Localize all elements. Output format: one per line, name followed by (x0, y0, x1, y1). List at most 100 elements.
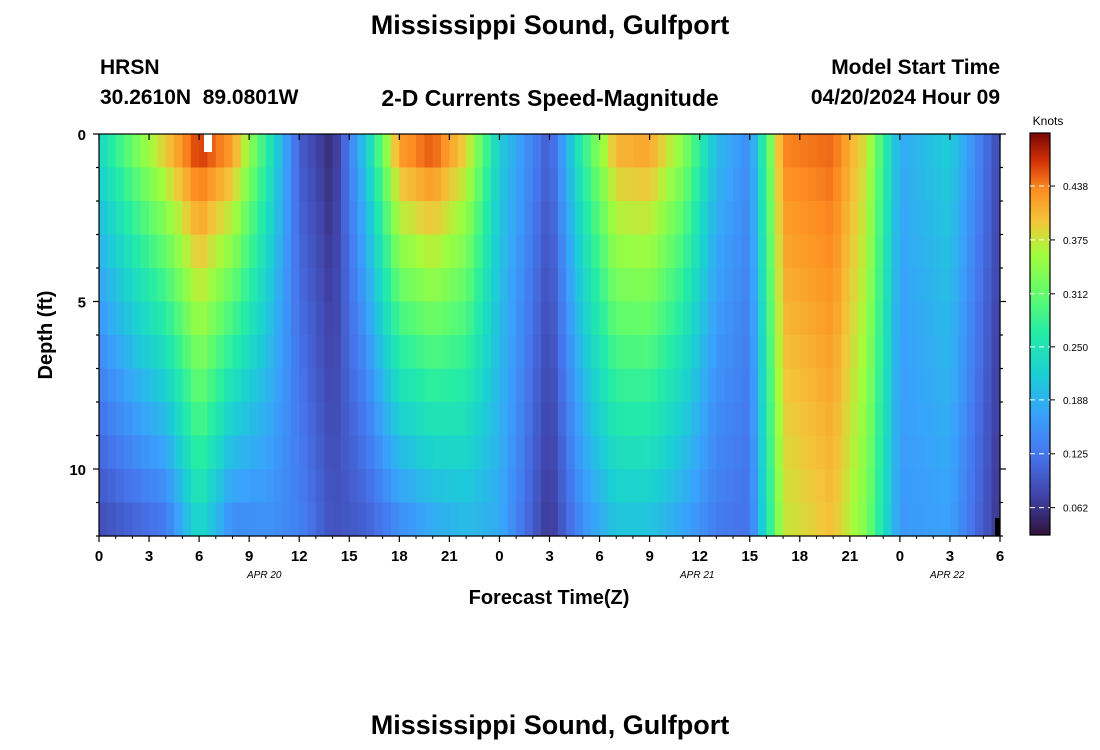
heatmap-cell (457, 368, 467, 403)
heatmap-cell (849, 469, 859, 504)
heatmap-cell (824, 268, 834, 303)
heatmap-cell (315, 435, 325, 470)
heatmap-cell (249, 368, 259, 403)
heatmap-cell (457, 268, 467, 303)
x-tick-label: 18 (791, 548, 808, 565)
heatmap-cell (791, 201, 801, 236)
heatmap-cell (858, 268, 868, 303)
heatmap-cell (774, 502, 784, 537)
date-label-apr21: APR 21 (679, 570, 714, 581)
heatmap-cell (524, 268, 534, 303)
heatmap-cell (866, 301, 876, 336)
heatmap-cell (282, 201, 292, 236)
heatmap-cell (382, 402, 392, 437)
heatmap-cell (132, 301, 142, 336)
heatmap-cell (791, 134, 801, 169)
heatmap-cell (307, 402, 317, 437)
heatmap-cell (224, 134, 234, 169)
heatmap-cell (649, 469, 659, 504)
heatmap-cell (749, 368, 759, 403)
heatmap-cell (749, 402, 759, 437)
heatmap-cell (766, 268, 776, 303)
heatmap-cell (416, 167, 425, 202)
heatmap-cell (99, 502, 108, 537)
heatmap-cell (240, 402, 250, 437)
heatmap-cell (774, 469, 784, 504)
heatmap-cell (966, 134, 976, 169)
heatmap-cell (199, 502, 209, 537)
heatmap-cell (958, 134, 968, 169)
heatmap-cell (107, 368, 117, 403)
heatmap-cell (157, 201, 167, 236)
heatmap-cell (282, 167, 292, 202)
heatmap-cell (574, 167, 584, 202)
heatmap-cell (833, 234, 843, 269)
heatmap-cell (849, 268, 859, 303)
heatmap-cell (983, 134, 993, 169)
heatmap-cell (783, 335, 793, 370)
heatmap-cell (733, 268, 742, 303)
heatmap-cell (858, 402, 868, 437)
heatmap-cell (599, 134, 609, 169)
heatmap-cell (449, 469, 459, 504)
heatmap-cell (966, 402, 976, 437)
heatmap-cell (365, 402, 375, 437)
heatmap-cell (641, 469, 651, 504)
heatmap-cell (716, 134, 726, 169)
heatmap-cell (708, 435, 717, 470)
heatmap-cell (799, 368, 809, 403)
heatmap-cell (149, 502, 158, 537)
y-axis-ticks: 0 5 10 (69, 127, 1006, 537)
heatmap-cell (841, 301, 851, 336)
heatmap-cell (199, 167, 209, 202)
heatmap-cell (299, 301, 309, 336)
heatmap-cell (841, 234, 851, 269)
heatmap-cell (574, 502, 584, 537)
heatmap-cell (240, 368, 250, 403)
heatmap-cell (691, 234, 701, 269)
heatmap-cell (808, 469, 818, 504)
heatmap-cell (516, 402, 526, 437)
heatmap-cell (299, 335, 309, 370)
heatmap-cell (741, 502, 751, 537)
heatmap-cell (557, 469, 567, 504)
heatmap-cell (224, 469, 234, 504)
heatmap-cell (632, 402, 642, 437)
heatmap-cell (766, 402, 776, 437)
heatmap-cell (332, 502, 342, 537)
heatmap-cell (516, 201, 526, 236)
heatmap-cell (541, 268, 551, 303)
heatmap-cell (874, 201, 884, 236)
heatmap-cell (282, 335, 292, 370)
heatmap-cell (190, 301, 200, 336)
heatmap-cell (424, 234, 434, 269)
heatmap-cell (274, 469, 284, 504)
heatmap-cell (282, 368, 292, 403)
heatmap-cell (149, 301, 158, 336)
heatmap-cell (716, 167, 726, 202)
heatmap-cell (357, 402, 367, 437)
heatmap-cell (215, 167, 225, 202)
heatmap-cell (974, 268, 984, 303)
heatmap-cell (724, 368, 734, 403)
heatmap-cell (382, 134, 392, 169)
heatmap-cell (507, 201, 517, 236)
x-tick-label: 21 (841, 548, 858, 565)
heatmap-cell (891, 402, 901, 437)
heatmap-cell (357, 502, 367, 537)
heatmap-cell (574, 335, 584, 370)
heatmap-cell (199, 335, 209, 370)
y-tick-label: 0 (78, 127, 86, 144)
heatmap-cell (574, 368, 584, 403)
heatmap-cell (157, 234, 167, 269)
heatmap-cell (449, 167, 459, 202)
heatmap-cell (482, 234, 492, 269)
heatmap-cell (215, 201, 225, 236)
heatmap-cell (774, 335, 784, 370)
heatmap-cell (799, 435, 809, 470)
heatmap-cell (991, 167, 1001, 202)
heatmap-cells (99, 134, 1001, 537)
heatmap-cell (507, 234, 517, 269)
heatmap-cell (849, 368, 859, 403)
heatmap-cell (899, 402, 909, 437)
